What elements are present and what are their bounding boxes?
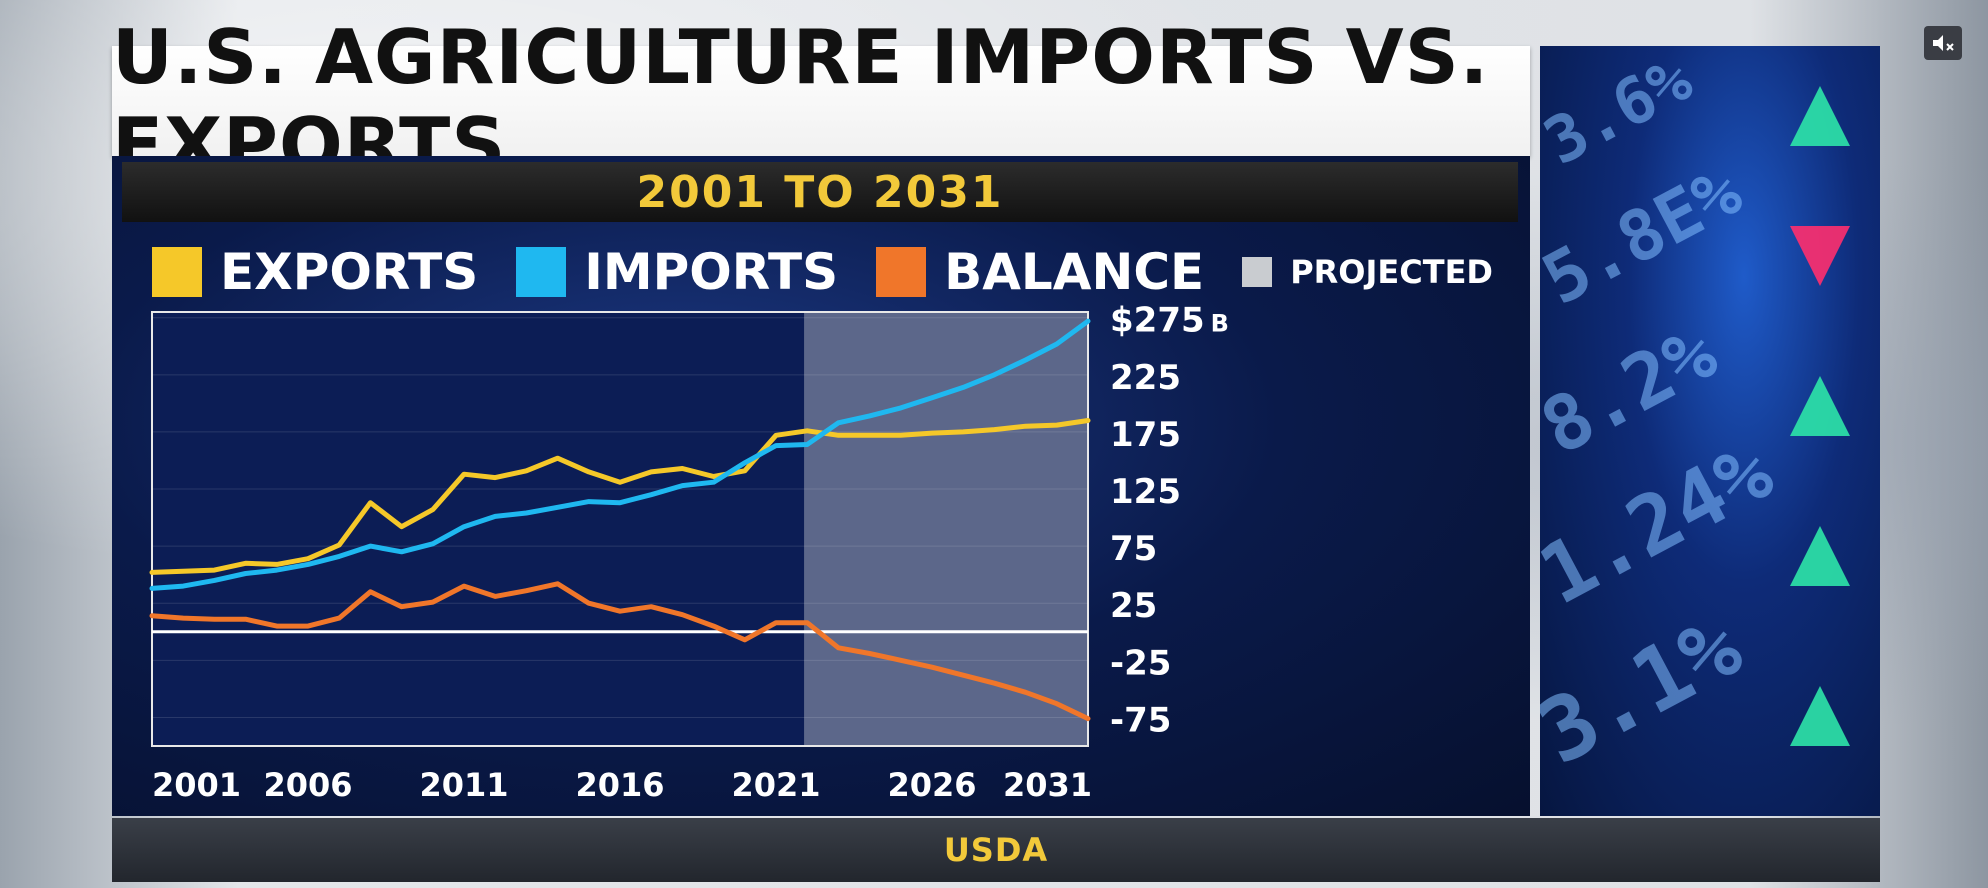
projected-region [804, 313, 1087, 745]
legend-item-projected: PROJECTED [1242, 253, 1493, 291]
series-line-balance [149, 581, 1091, 722]
ticker-text: 3.6% [1540, 46, 1704, 180]
ticker-text: 3.1% [1540, 594, 1757, 784]
speaker-muted-icon[interactable] [1924, 26, 1962, 60]
y-tick-label: -25 [1110, 643, 1171, 683]
legend-item-imports: IMPORTS [516, 243, 838, 301]
stock-ticker-graphic: 3.6% 5.8E% 8.2% 1.24% 3.1% [1540, 46, 1880, 816]
arrow-up-icon [1790, 526, 1850, 586]
legend-item-balance: BALANCE [876, 243, 1204, 301]
x-tick-label: 2016 [575, 766, 664, 804]
series-line-exports [149, 418, 1091, 575]
title-bar: U.S. AGRICULTURE IMPORTS VS. EXPORTS [112, 13, 1530, 189]
x-tick-label: 2001 [152, 766, 241, 804]
legend-label-projected: PROJECTED [1290, 253, 1493, 291]
x-tick-label: 2021 [731, 766, 820, 804]
subtitle-bar: 2001 TO 2031 [122, 162, 1518, 222]
source-label: USDA [943, 831, 1049, 869]
y-tick-label: 75 [1110, 529, 1157, 569]
x-tick-label: 2006 [263, 766, 352, 804]
x-tick-label: 2026 [887, 766, 976, 804]
arrow-up-icon [1790, 376, 1850, 436]
legend-label-imports: IMPORTS [584, 243, 839, 301]
legend: EXPORTS IMPORTS BALANCE PROJECTED [152, 242, 1531, 302]
chart-panel: 2001 TO 2031 EXPORTS IMPORTS BALANCE PRO… [112, 156, 1530, 816]
series-line-imports [149, 318, 1091, 591]
arrow-down-icon [1790, 226, 1850, 286]
y-tick-label: 175 [1110, 415, 1181, 455]
y-tick-label: 25 [1110, 586, 1157, 626]
chart-subtitle: 2001 TO 2031 [636, 166, 1004, 218]
source-bar: USDA [112, 818, 1880, 882]
legend-label-exports: EXPORTS [220, 243, 479, 301]
legend-item-exports: EXPORTS [152, 243, 478, 301]
y-tick-label: -75 [1110, 700, 1171, 740]
ticker-decoration: 3.6%5.8E%8.2%1.24%3.1% [1540, 46, 1850, 785]
legend-swatch-projected [1242, 257, 1273, 287]
legend-swatch-balance [876, 247, 927, 297]
y-unit-label: B [1211, 310, 1229, 338]
y-tick-label: $275 B [1110, 301, 1229, 341]
legend-swatch-imports [516, 247, 567, 297]
x-tick-label: 2031 [1003, 766, 1092, 804]
line-chart: $275 B 225 175 125 75 25 -25 -75 2001 2006 2011 2016… [149, 301, 1229, 804]
x-tick-label: 2011 [419, 766, 508, 804]
y-tick-label: 125 [1110, 472, 1181, 512]
legend-label-balance: BALANCE [944, 243, 1205, 301]
y-tick-label: 225 [1110, 358, 1181, 398]
legend-swatch-exports [152, 247, 202, 297]
arrow-up-icon [1790, 686, 1850, 746]
arrow-up-icon [1790, 86, 1850, 146]
plot-area [151, 311, 1089, 747]
